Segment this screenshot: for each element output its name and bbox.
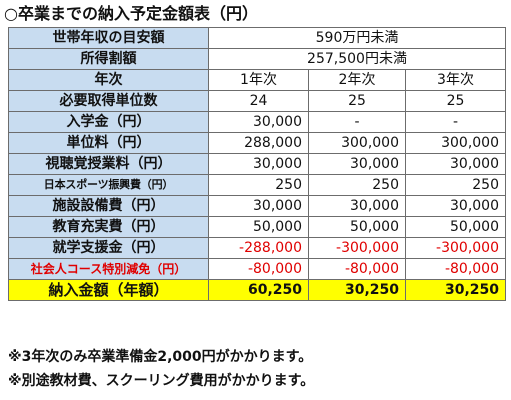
table-cell: 30,000 <box>208 153 309 175</box>
table-cell: 25 <box>308 90 406 112</box>
table-cell: 24 <box>208 90 309 112</box>
row-label-year: 年次 <box>8 69 209 91</box>
row-label-discount: 社会人コース特別減免（円） <box>8 258 209 280</box>
table-row-income: 世帯年収の目安額 590万円未満 <box>8 27 506 49</box>
table-row-admission: 入学金（円） 30,000 - - <box>8 111 506 133</box>
total-cell-year-3: 30,250 <box>405 279 506 301</box>
row-label-total: 納入金額（年額） <box>8 279 209 301</box>
row-label-income: 世帯年収の目安額 <box>8 27 209 49</box>
table-row-credits: 必要取得単位数 24 25 25 <box>8 90 506 112</box>
page-title: ○卒業までの納入予定金額表（円） <box>4 4 258 23</box>
table-cell: -300,000 <box>405 237 506 259</box>
table-cell: -288,000 <box>208 237 309 259</box>
table-row-support: 就学支援金（円） -288,000 -300,000 -300,000 <box>8 237 506 259</box>
row-label-tax: 所得割額 <box>8 48 209 70</box>
footnote-graduation-fee: ※3年次のみ卒業準備金2,000円がかかります。 <box>8 349 313 365</box>
table-cell: 30,000 <box>208 195 309 217</box>
row-label-education: 教育充実費（円） <box>8 216 209 238</box>
table-row-facilities: 施設設備費（円） 30,000 30,000 30,000 <box>8 195 506 217</box>
table-cell: -80,000 <box>208 258 309 280</box>
table-row-total: 納入金額（年額） 60,250 30,250 30,250 <box>8 279 506 301</box>
table-row-unit-fee: 単位料（円） 288,000 300,000 300,000 <box>8 132 506 154</box>
column-header-year-2: 2年次 <box>308 69 406 91</box>
table-row-av-fee: 視聴覚授業料（円） 30,000 30,000 30,000 <box>8 153 506 175</box>
tax-value: 257,500円未満 <box>208 48 506 70</box>
table-cell: 30,000 <box>405 195 506 217</box>
table-cell: - <box>308 111 406 133</box>
table-cell: 30,000 <box>308 153 406 175</box>
row-label-av-fee: 視聴覚授業料（円） <box>8 153 209 175</box>
row-label-support: 就学支援金（円） <box>8 237 209 259</box>
table-cell: 288,000 <box>208 132 309 154</box>
table-cell: 250 <box>405 174 506 196</box>
table-cell: -300,000 <box>308 237 406 259</box>
table-row-year-header: 年次 1年次 2年次 3年次 <box>8 69 506 91</box>
row-label-admission: 入学金（円） <box>8 111 209 133</box>
table-cell: 300,000 <box>308 132 406 154</box>
table-row-education: 教育充実費（円） 50,000 50,000 50,000 <box>8 216 506 238</box>
table-cell: 30,000 <box>405 153 506 175</box>
table-cell: 50,000 <box>208 216 309 238</box>
total-cell-year-1: 60,250 <box>208 279 309 301</box>
total-cell-year-2: 30,250 <box>308 279 406 301</box>
table-cell: 250 <box>208 174 309 196</box>
fee-table: 世帯年収の目安額 590万円未満 所得割額 257,500円未満 年次 1年次 … <box>8 27 506 301</box>
table-cell: 30,000 <box>308 195 406 217</box>
table-cell: 25 <box>405 90 506 112</box>
row-label-credits: 必要取得単位数 <box>8 90 209 112</box>
table-row-discount: 社会人コース特別減免（円） -80,000 -80,000 -80,000 <box>8 258 506 280</box>
table-cell: 250 <box>308 174 406 196</box>
row-label-facilities: 施設設備費（円） <box>8 195 209 217</box>
row-label-sports: 日本スポーツ振興費（円） <box>8 174 209 196</box>
row-label-unit-fee: 単位料（円） <box>8 132 209 154</box>
table-cell: -80,000 <box>405 258 506 280</box>
table-cell: 50,000 <box>405 216 506 238</box>
column-header-year-3: 3年次 <box>405 69 506 91</box>
table-cell: 30,000 <box>208 111 309 133</box>
table-row-tax: 所得割額 257,500円未満 <box>8 48 506 70</box>
footnote-extra-costs: ※別途教材費、スクーリング費用がかかります。 <box>8 373 315 389</box>
income-value: 590万円未満 <box>208 27 506 49</box>
table-cell: -80,000 <box>308 258 406 280</box>
fee-document: ○卒業までの納入予定金額表（円） 世帯年収の目安額 590万円未満 所得割額 2… <box>4 0 507 400</box>
table-row-sports: 日本スポーツ振興費（円） 250 250 250 <box>8 174 506 196</box>
column-header-year-1: 1年次 <box>208 69 309 91</box>
table-cell: - <box>405 111 506 133</box>
table-cell: 300,000 <box>405 132 506 154</box>
table-cell: 50,000 <box>308 216 406 238</box>
